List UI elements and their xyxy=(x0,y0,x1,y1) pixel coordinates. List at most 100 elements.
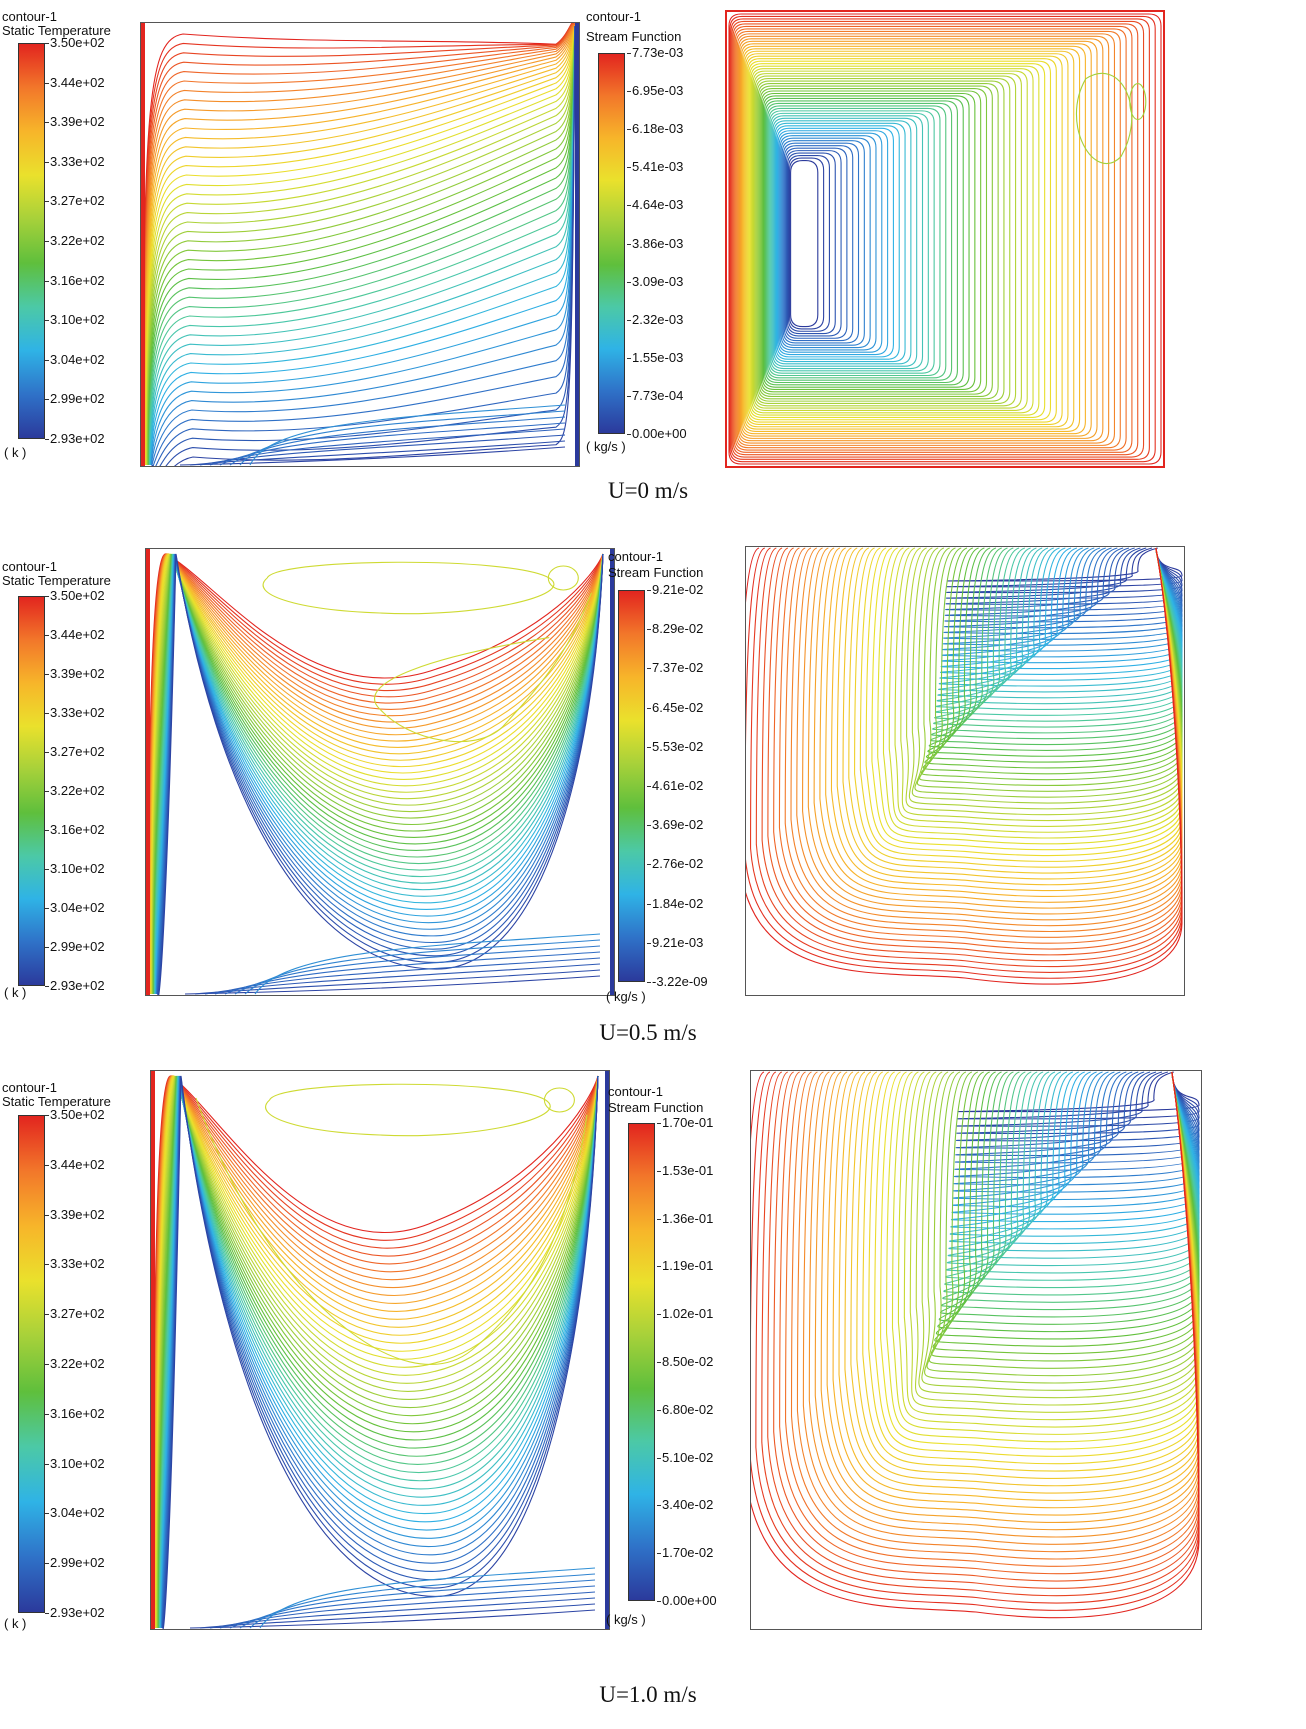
streamline xyxy=(754,75,1017,407)
legend-tick-label: 3.50e+02 xyxy=(45,1107,105,1122)
isotherm-line xyxy=(158,1075,599,1629)
legend-tick-label: 3.27e+02 xyxy=(45,1306,105,1322)
stream-function-contour-panel-u05: contour-1 Stream Function ( kg/s ) 9.21e… xyxy=(600,540,1306,1015)
legend-name: contour-1 xyxy=(2,9,57,24)
isotherm-line xyxy=(150,553,604,995)
streamline xyxy=(956,1071,1200,1135)
isotherm-line xyxy=(153,553,604,995)
domain-boundary xyxy=(140,22,580,467)
legend-unit: ( k ) xyxy=(4,1616,27,1631)
isotherm-line xyxy=(148,25,576,466)
streamline xyxy=(745,53,1069,428)
streamline xyxy=(945,547,1183,600)
isotherm-line xyxy=(151,553,604,995)
streamline xyxy=(747,58,1057,423)
isotherm-line xyxy=(144,25,576,466)
legend-colorbar xyxy=(618,590,645,982)
streamline xyxy=(757,83,999,400)
caption-u10: U=1.0 m/s xyxy=(599,1682,697,1707)
isotherm-line xyxy=(148,25,576,466)
caption-u05: U=0.5 m/s xyxy=(599,1020,697,1045)
temperature-contour-panel-u0: contour-1 Static Temperature ( k ) 3.50e… xyxy=(0,0,620,520)
streamline xyxy=(951,1071,1200,1215)
streamline xyxy=(772,117,918,367)
legend-tick-label: 3.10e+02 xyxy=(45,312,105,328)
streamline xyxy=(957,1071,1200,1120)
legend-tick-label: 3.09e-03 xyxy=(626,273,684,289)
streamline xyxy=(737,35,1110,444)
legend-colorbar xyxy=(18,1115,45,1613)
isotherm-line xyxy=(149,25,576,466)
streamline xyxy=(922,547,1183,775)
streamline xyxy=(957,1071,1200,1113)
legend-tick-label: 2.93e+02 xyxy=(45,431,105,446)
vortex-center xyxy=(1148,571,1152,575)
streamline xyxy=(750,65,1040,416)
isotherm-line xyxy=(145,25,576,466)
legend-tick-label: 3.22e+02 xyxy=(45,233,105,248)
streamline xyxy=(955,1071,1200,1142)
isotherm-line xyxy=(158,1075,599,1629)
streamline xyxy=(734,28,1127,451)
isotherm-line xyxy=(219,422,566,466)
isotherm-line xyxy=(150,553,604,995)
legend-tick-label: 3.04e+02 xyxy=(45,900,105,915)
isotherm-line xyxy=(161,1075,599,1629)
cold-wall xyxy=(605,1070,610,1630)
legend-tick-label: 3.27e+02 xyxy=(45,744,105,759)
isotherm-loop xyxy=(195,1097,588,1365)
legend-tick-label: 8.50e-02 xyxy=(656,1354,714,1369)
streamline xyxy=(730,18,1150,460)
streamline xyxy=(736,33,1116,446)
isotherm-line xyxy=(156,553,604,995)
streamline xyxy=(728,13,1162,465)
streamline xyxy=(766,102,953,381)
streamline xyxy=(743,48,1081,432)
isotherm-line xyxy=(146,25,576,466)
isotherm-line xyxy=(147,25,576,466)
isotherm-line xyxy=(154,1075,599,1629)
legend-tick-label: 9.21e-02 xyxy=(646,582,704,597)
streamline xyxy=(752,70,1028,411)
streamline xyxy=(955,1071,1200,1149)
legend-unit: ( kg/s ) xyxy=(606,1612,646,1627)
isotherm-line xyxy=(154,553,604,995)
streamline xyxy=(774,122,906,363)
isotherm-line xyxy=(153,553,604,995)
streamline xyxy=(764,100,958,384)
legend-tick-label: 8.29e-02 xyxy=(646,621,704,637)
isotherm-line xyxy=(145,25,576,466)
temperature-contour-panel-u10: contour-1 Static Temperature ( k ) 3.50e… xyxy=(0,1065,620,1650)
legend-tick-label: 3.33e+02 xyxy=(45,705,105,720)
legend-tick-label: 3.27e+02 xyxy=(45,193,105,209)
isotherm-line xyxy=(143,24,576,466)
isotherm-loop xyxy=(262,561,555,615)
legend-name: contour-1 xyxy=(2,559,57,574)
isotherm-line xyxy=(157,553,604,996)
isotherm-line xyxy=(155,1075,599,1629)
isotherm-line xyxy=(151,553,604,995)
streamline xyxy=(746,55,1063,425)
temperature-contour-plot xyxy=(150,1070,610,1630)
isotherm-line xyxy=(148,25,576,466)
legend-tick-label: 6.18e-03 xyxy=(626,121,684,137)
legend-unit: ( kg/s ) xyxy=(606,989,646,1004)
streamline xyxy=(749,63,1046,418)
streamline xyxy=(776,127,894,358)
streamline xyxy=(790,160,819,328)
stream-function-contour-panel-u10: contour-1 Stream Function ( kg/s ) 1.70e… xyxy=(600,1065,1306,1650)
isotherm-line xyxy=(150,25,576,466)
isotherm-line xyxy=(150,553,604,995)
legend-colorbar xyxy=(598,53,625,434)
streamline xyxy=(729,15,1156,463)
legend-tick-label: 7.37e-02 xyxy=(646,660,704,676)
streamline xyxy=(779,135,877,351)
isotherm-line xyxy=(158,1075,599,1629)
isotherm-line xyxy=(148,25,576,466)
legend-tick-label: 3.39e+02 xyxy=(45,666,105,681)
legend-tick-label: 3.69e-02 xyxy=(646,817,704,833)
isotherm-line xyxy=(150,25,576,466)
legend-unit: ( k ) xyxy=(4,985,27,1000)
streamline xyxy=(955,1071,1200,1157)
stream-function-contour-plot xyxy=(725,10,1165,468)
